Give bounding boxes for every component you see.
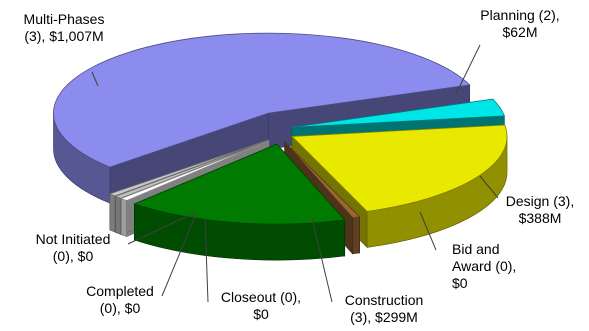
slice-label-bid-and-award: Bid and Award (0), $0 [452, 241, 516, 291]
leader-line-construction [311, 217, 333, 303]
slice-label-construction: Construction (3), $299M [345, 292, 424, 325]
leader-line-bid-and-award [419, 211, 437, 251]
slice-label-planning: Planning (2), $62M [480, 7, 559, 40]
pie-slice-construction [133, 143, 346, 261]
leader-line-not-initiated [127, 211, 197, 245]
slice-label-multi-phases: Multi-Phases (3), $1,007M [24, 11, 105, 44]
leader-line-multi-phases [91, 71, 99, 87]
slice-label-completed: Completed (0), $0 [86, 283, 154, 316]
leader-line-closeout [204, 217, 209, 303]
slice-label-design: Design (3), $388M [506, 193, 574, 226]
pie-slices [53, 32, 508, 261]
slice-labels: Planning (2), $62M Design (3), $388M Bid and… [24, 7, 575, 325]
leader-line-design [479, 175, 499, 199]
leader-line-completed [161, 213, 197, 297]
leader-line-planning [455, 44, 481, 95]
slice-label-not-initiated: Not Initiated (0), $0 [36, 231, 111, 264]
slice-label-closeout: Closeout (0), $0 [221, 289, 301, 322]
